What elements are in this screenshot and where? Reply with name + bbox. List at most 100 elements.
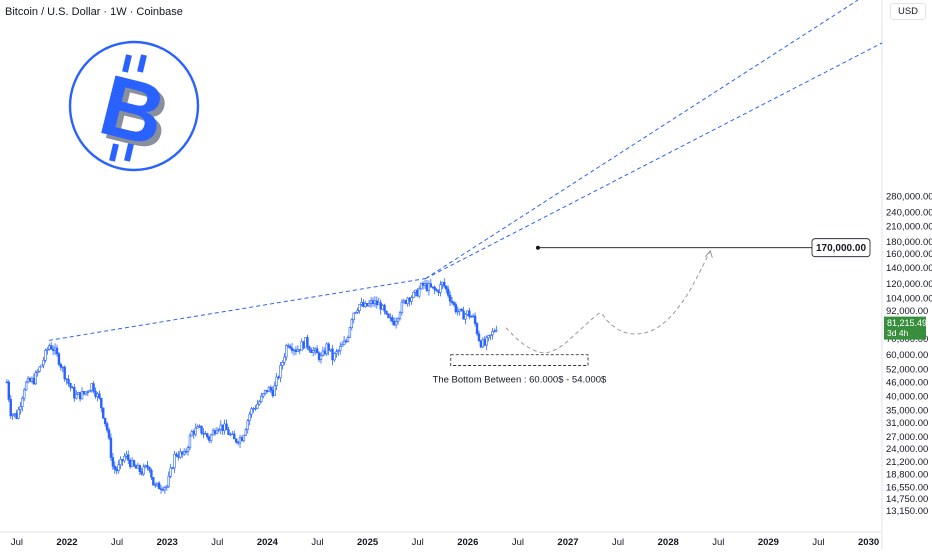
candle-down <box>221 424 224 431</box>
bitcoin-logo-bar <box>137 54 147 73</box>
currency-button[interactable]: USD <box>890 3 926 20</box>
candle-up <box>42 360 45 366</box>
bitcoin-logo-ring <box>68 40 200 172</box>
candle-up <box>53 347 57 351</box>
candle-up <box>144 465 147 467</box>
candle-up <box>342 340 346 345</box>
candle-up <box>364 303 367 308</box>
candle-up <box>427 283 431 291</box>
x-tick-label: 2029 <box>758 537 779 548</box>
candle-up <box>312 350 315 353</box>
trendline-lower <box>425 42 883 279</box>
candle-down <box>67 379 70 384</box>
candle-down <box>157 482 161 490</box>
candle-up <box>456 310 459 313</box>
candle-up <box>48 345 51 350</box>
y-tick-label: 70,000.00 <box>886 334 928 345</box>
projection-arrowhead <box>704 249 713 258</box>
y-tick-label: 40,000.00 <box>886 392 928 403</box>
candle-up <box>167 475 170 487</box>
candle-up <box>11 414 14 417</box>
candle-down <box>429 283 433 288</box>
candle-up <box>117 464 120 472</box>
candle-up <box>418 288 421 297</box>
candle-up <box>88 390 91 393</box>
candle-up <box>188 435 192 448</box>
y-tick-label: 13,150.00 <box>886 506 928 517</box>
candle-down <box>483 339 486 346</box>
candle-down <box>5 381 9 384</box>
x-tick-label: Jul <box>211 537 223 548</box>
candle-down <box>433 286 436 290</box>
candle-up <box>23 389 26 399</box>
candle-up <box>40 364 43 368</box>
candle-up <box>252 408 255 410</box>
candle-up <box>242 434 246 442</box>
candle-up <box>439 284 442 293</box>
candle-down <box>127 454 130 461</box>
candle-down <box>100 397 103 409</box>
x-tick-label: Jul <box>812 537 824 548</box>
target-label-box[interactable] <box>811 238 871 258</box>
candle-down <box>302 341 305 349</box>
candle-up <box>281 362 284 366</box>
candle-down <box>265 389 269 392</box>
candle-up <box>423 283 427 286</box>
candle-down <box>9 399 12 417</box>
candle-down <box>435 289 438 292</box>
candle-up <box>248 413 251 421</box>
y-tick-label: 16,550.00 <box>886 482 928 493</box>
candle-up <box>335 351 338 354</box>
candle-up <box>304 337 307 349</box>
candle-down <box>73 387 76 399</box>
candle-up <box>246 420 249 430</box>
y-tick-label: 280,000.00 <box>886 192 932 203</box>
candle-up <box>333 353 336 361</box>
candle-down <box>59 364 63 368</box>
candle-down <box>55 347 59 355</box>
candle-down <box>184 451 188 453</box>
y-tick-label: 21,200.00 <box>886 457 928 468</box>
candle-up <box>238 437 242 444</box>
candle-down <box>298 349 301 351</box>
candle-down <box>290 347 294 351</box>
candle-up <box>471 315 475 317</box>
candle-down <box>109 437 113 458</box>
candle-up <box>13 413 16 416</box>
candle-up <box>339 346 342 351</box>
candle-up <box>263 389 267 394</box>
candle-up <box>419 283 423 290</box>
bitcoin-logo-bar <box>122 54 132 73</box>
candle-up <box>260 395 263 403</box>
x-tick-label: 2022 <box>56 537 77 548</box>
candle-down <box>146 465 149 468</box>
candle-up <box>136 465 140 469</box>
candle-down <box>111 457 115 467</box>
candle-up <box>36 370 39 373</box>
candle-down <box>269 387 273 391</box>
y-tick-label: 14,750.00 <box>886 494 928 505</box>
last-price-tag <box>884 316 926 340</box>
candle-down <box>69 383 72 388</box>
candle-down <box>240 437 244 442</box>
candle-up <box>275 376 278 386</box>
candle-up <box>350 319 353 329</box>
candle-down <box>445 285 448 290</box>
candle-down <box>362 302 365 308</box>
candle-down <box>152 477 155 486</box>
candle-up <box>321 350 325 356</box>
candle-up <box>38 366 41 372</box>
candle-up <box>90 383 93 391</box>
candle-up <box>17 409 20 419</box>
candle-up <box>313 348 317 351</box>
candle-down <box>468 310 471 317</box>
candle-up <box>190 431 194 437</box>
candle-up <box>34 372 37 385</box>
candle-up <box>179 451 182 458</box>
candle-down <box>287 345 290 347</box>
candle-up <box>273 385 276 396</box>
candle-down <box>51 348 55 351</box>
candle-down <box>331 348 334 361</box>
